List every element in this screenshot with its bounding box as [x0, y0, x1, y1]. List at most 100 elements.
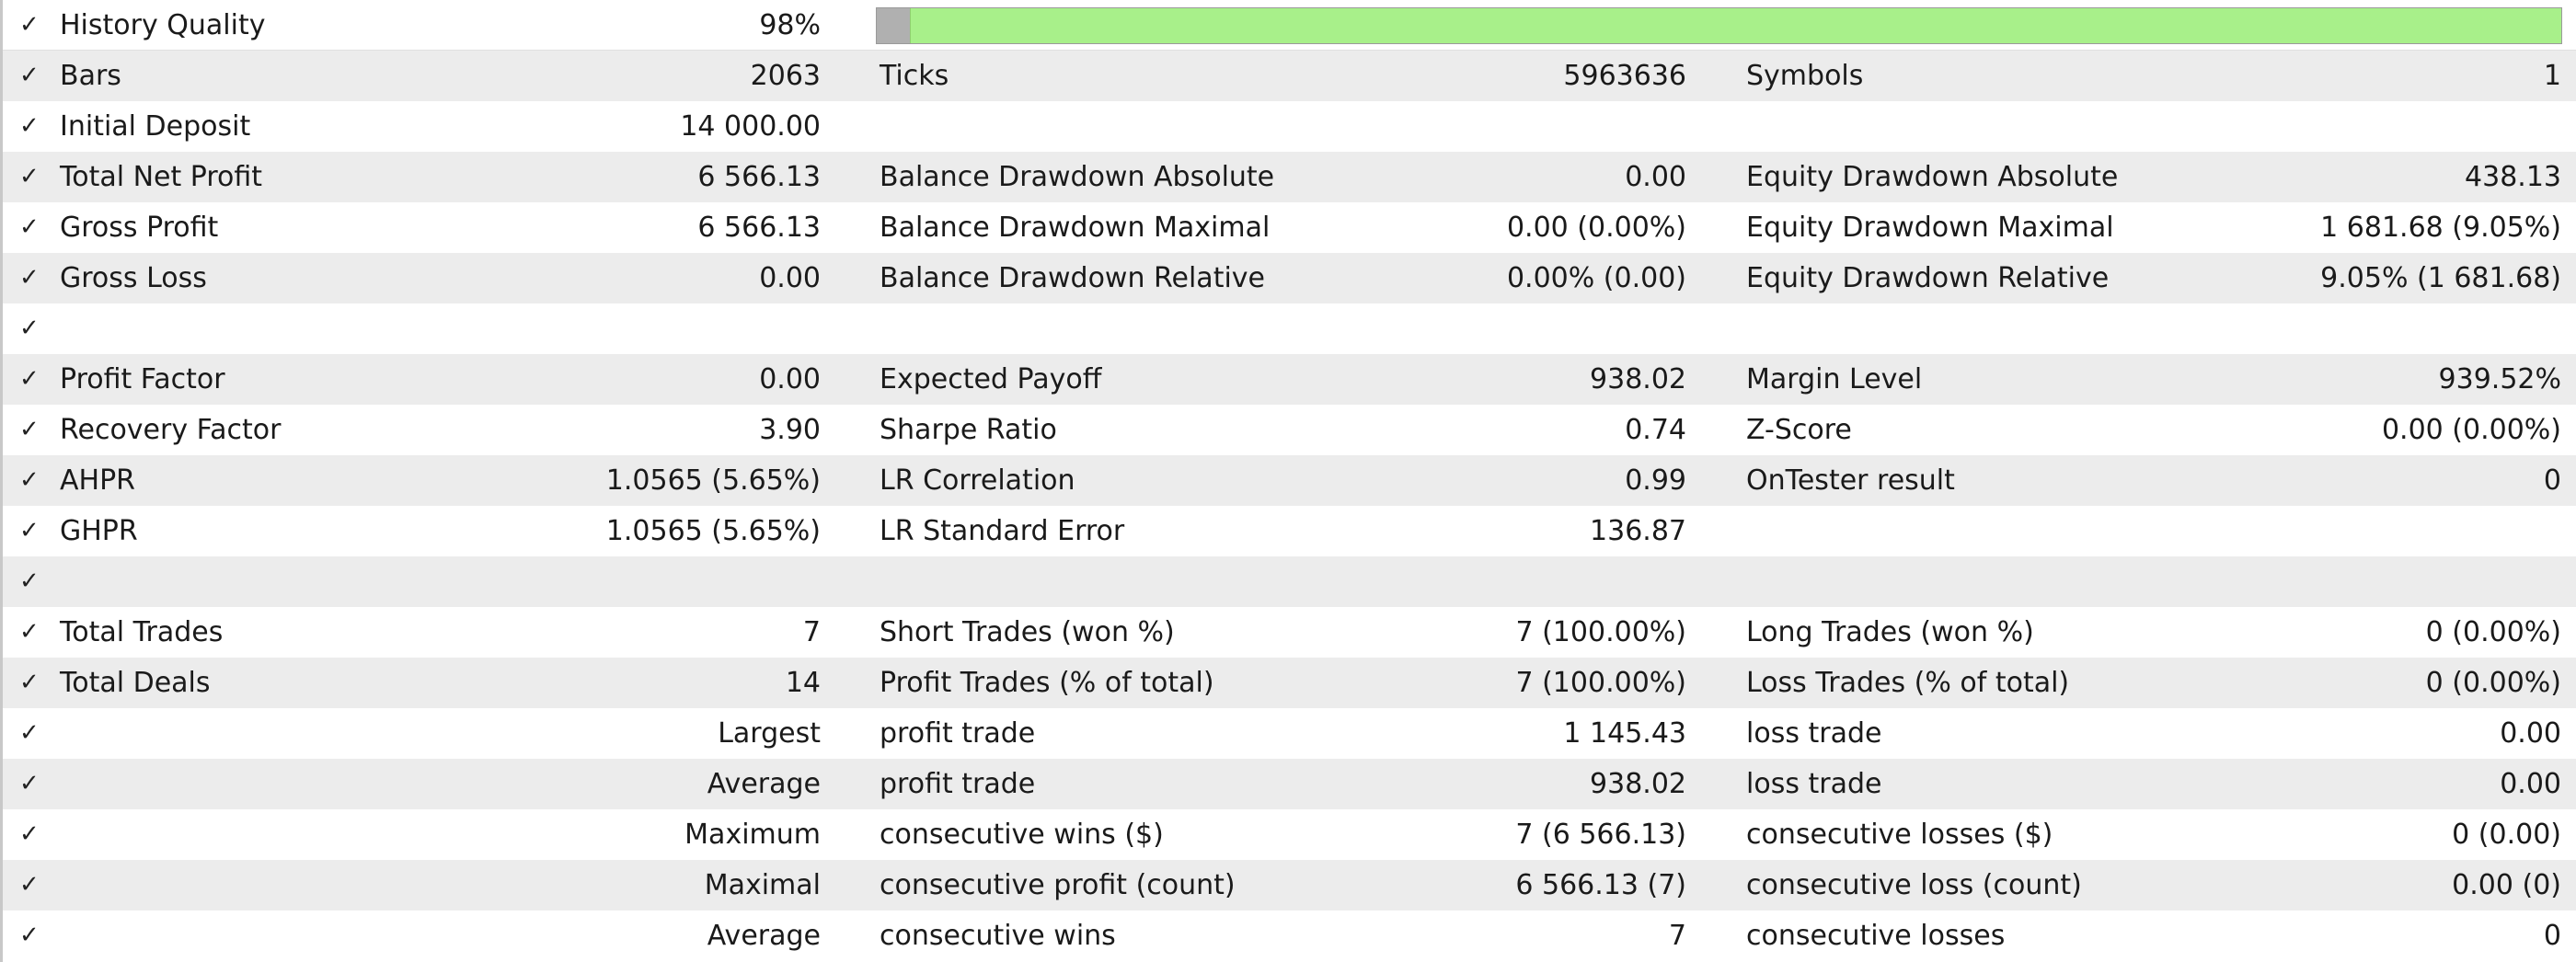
row-value-col3: 0 — [2543, 920, 2561, 952]
row-label-col3: Symbols — [1746, 60, 1864, 92]
row-value-col2: 0.74 — [1625, 414, 1686, 446]
report-row[interactable]: ✓ Total Deals 14 Profit Trades (% of total)… — [3, 658, 2576, 708]
row-label-col1: Recovery Factor — [60, 414, 282, 446]
row-label-col2: Ticks — [880, 60, 949, 92]
row-label-col2: consecutive wins — [880, 920, 1116, 952]
row-value-col2: 0.00 — [1625, 161, 1686, 193]
report-row-history-quality[interactable]: ✓ History Quality 98% — [3, 0, 2576, 51]
checkmark-icon: ✓ — [19, 163, 40, 190]
report-row[interactable]: ✓ — [3, 303, 2576, 354]
row-label-col3: Long Trades (won %) — [1746, 616, 2034, 648]
report-row[interactable]: ✓ Recovery Factor 3.90 Sharpe Ratio 0.74 Z-Sc… — [3, 405, 2576, 455]
row-value-col2: 7 (100.00%) — [1515, 667, 1686, 699]
row-label-col2: Profit Trades (% of total) — [880, 667, 1214, 699]
row-label-col1: Gross Loss — [60, 262, 207, 294]
row-value-col2: 1 145.43 — [1563, 717, 1686, 750]
row-value-col1: 3.90 — [759, 414, 821, 446]
row-value-col2: 0.00 (0.00%) — [1506, 212, 1686, 244]
checkmark-icon: ✓ — [19, 264, 40, 292]
report-row[interactable]: ✓ Average consecutive wins 7 consecutive los… — [3, 910, 2576, 961]
row-label-col3: loss trade — [1746, 717, 1882, 750]
row-label-col1: Total Trades — [60, 616, 224, 648]
row-label-col1: Total Net Profit — [60, 161, 263, 193]
row-value-col2: 136.87 — [1590, 515, 1686, 547]
row-label-col3: OnTester result — [1746, 464, 1955, 497]
checkmark-icon: ✓ — [19, 11, 40, 39]
row-value-col2: 938.02 — [1590, 363, 1686, 395]
row-label-col1: Profit Factor — [60, 363, 225, 395]
row-label-col1: AHPR — [60, 464, 136, 497]
row-value-col1: Average — [707, 920, 821, 952]
row-label-col2: consecutive profit (count) — [880, 869, 1236, 901]
row-value-col3: 0 (0.00%) — [2425, 616, 2561, 648]
report-row[interactable]: ✓ — [3, 556, 2576, 607]
row-value-col3: 9.05% (1 681.68) — [2320, 262, 2561, 294]
row-label-col3: Equity Drawdown Absolute — [1746, 161, 2119, 193]
row-value-col3: 0.00 (0.00%) — [2381, 414, 2561, 446]
report-row[interactable]: ✓ Total Net Profit 6 566.13 Balance Drawdow… — [3, 152, 2576, 202]
report-row[interactable]: ✓ Profit Factor 0.00 Expected Payoff 938.02 M… — [3, 354, 2576, 405]
history-quality-label: History Quality — [60, 9, 266, 41]
row-value-col1: 14 000.00 — [680, 110, 821, 143]
report-row[interactable]: ✓ Largest profit trade 1 145.43 loss trade 0.… — [3, 708, 2576, 759]
row-label-col3: Margin Level — [1746, 363, 1923, 395]
row-label-col2: LR Standard Error — [880, 515, 1125, 547]
row-value-col1: 2063 — [750, 60, 821, 92]
checkmark-icon: ✓ — [19, 567, 40, 595]
checkmark-icon: ✓ — [19, 112, 40, 140]
row-label-col2: consecutive wins ($) — [880, 819, 1164, 851]
report-row[interactable]: ✓ GHPR 1.0565 (5.65%) LR Standard Error 136.… — [3, 506, 2576, 556]
row-value-col3: 0 (0.00%) — [2425, 667, 2561, 699]
checkmark-icon: ✓ — [19, 922, 40, 949]
row-label-col2: Balance Drawdown Relative — [880, 262, 1266, 294]
row-value-col1: 7 — [802, 616, 821, 648]
row-label-col2: Balance Drawdown Maximal — [880, 212, 1271, 244]
row-label-col1: Gross Profit — [60, 212, 219, 244]
row-label-col1: GHPR — [60, 515, 138, 547]
checkmark-icon: ✓ — [19, 719, 40, 747]
row-value-col3: 0.00 — [2500, 768, 2561, 800]
row-label-col1: Initial Deposit — [60, 110, 251, 143]
row-label-col3: Equity Drawdown Relative — [1746, 262, 2110, 294]
history-quality-bar-fill — [909, 8, 2561, 43]
row-value-col2: 7 (100.00%) — [1515, 616, 1686, 648]
report-row[interactable]: ✓ Maximum consecutive wins ($) 7 (6 566.13)… — [3, 809, 2576, 860]
checkmark-icon: ✓ — [19, 315, 40, 342]
row-value-col3: 1 — [2543, 60, 2561, 92]
row-value-col2: 0.00% (0.00) — [1506, 262, 1686, 294]
row-value-col1: 1.0565 (5.65%) — [605, 464, 821, 497]
report-row[interactable]: ✓ Average profit trade 938.02 loss trade 0.00 — [3, 759, 2576, 809]
report-row[interactable]: ✓ Bars 2063 Ticks 5963636 Symbols 1 — [3, 51, 2576, 101]
row-label-col2: Expected Payoff — [880, 363, 1102, 395]
checkmark-icon: ✓ — [19, 871, 40, 899]
row-value-col1: Largest — [718, 717, 821, 750]
row-value-col1: Maximal — [704, 869, 821, 901]
row-value-col1: 0.00 — [759, 363, 821, 395]
checkmark-icon: ✓ — [19, 416, 40, 443]
row-value-col2: 7 (6 566.13) — [1515, 819, 1686, 851]
row-label-col2: Sharpe Ratio — [880, 414, 1057, 446]
report-row[interactable]: ✓ Total Trades 7 Short Trades (won %) 7 (100… — [3, 607, 2576, 658]
report-row[interactable]: ✓ Gross Profit 6 566.13 Balance Drawdown Ma… — [3, 202, 2576, 253]
checkmark-icon: ✓ — [19, 770, 40, 797]
row-value-col1: 14 — [785, 667, 821, 699]
report-row[interactable]: ✓ AHPR 1.0565 (5.65%) LR Correlation 0.99 OnT… — [3, 455, 2576, 506]
row-value-col1: Maximum — [684, 819, 821, 851]
checkmark-icon: ✓ — [19, 365, 40, 393]
row-value-col3: 438.13 — [2465, 161, 2561, 193]
report-row[interactable]: ✓ Maximal consecutive profit (count) 6 566.… — [3, 860, 2576, 910]
row-label-col2: LR Correlation — [880, 464, 1075, 497]
checkmark-icon: ✓ — [19, 466, 40, 494]
row-label-col3: consecutive losses — [1746, 920, 2006, 952]
row-value-col2: 938.02 — [1590, 768, 1686, 800]
report-row[interactable]: ✓ Initial Deposit 14 000.00 — [3, 101, 2576, 152]
row-label-col1: Total Deals — [60, 667, 211, 699]
history-quality-value: 98% — [759, 9, 821, 41]
history-quality-bar — [876, 7, 2562, 44]
row-value-col2: 6 566.13 (7) — [1515, 869, 1686, 901]
checkmark-icon: ✓ — [19, 618, 40, 646]
row-value-col3: 0 — [2543, 464, 2561, 497]
row-value-col3: 939.52% — [2438, 363, 2561, 395]
report-row[interactable]: ✓ Gross Loss 0.00 Balance Drawdown Relative… — [3, 253, 2576, 303]
